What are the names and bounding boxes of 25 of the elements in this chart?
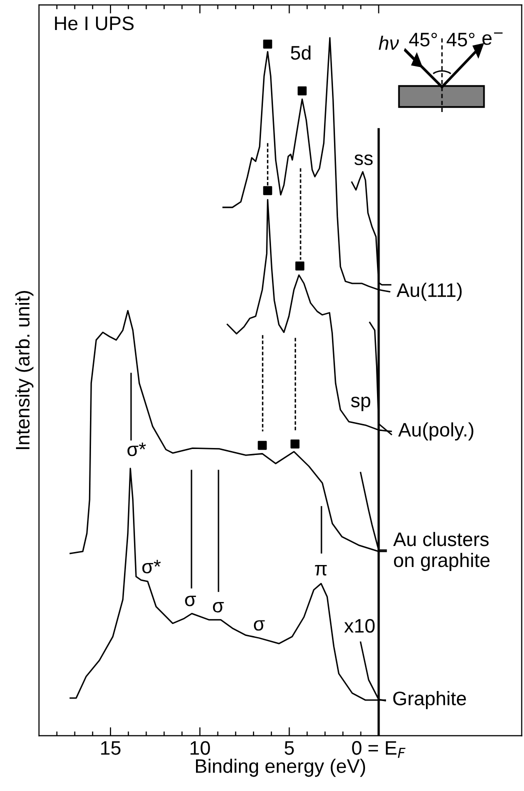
annotation: σ*	[142, 560, 161, 574]
series-label: Graphite	[393, 691, 466, 710]
annotation: σ	[254, 620, 265, 631]
x-tick-label: 0 = E$_{F}$	[352, 741, 406, 758]
series-label: Au(poly.)	[398, 422, 474, 440]
annotation: ss	[354, 154, 373, 166]
annotation: hν	[378, 36, 399, 50]
series-label: Au clusters on graphite	[393, 532, 490, 571]
annotation: x10	[344, 618, 375, 633]
annotation: 5d	[290, 45, 310, 60]
annotation: 45°	[409, 32, 437, 46]
chart-title: He I UPS	[55, 16, 134, 30]
x-axis-title: Binding energy (eV)	[196, 758, 366, 777]
y-axis-title: Intensity (arb. unit)	[15, 291, 34, 450]
annotation: e$^{−}$	[482, 32, 503, 45]
annotation: σ*	[127, 442, 146, 456]
annotation: 45°	[446, 32, 474, 46]
annotation: σ	[185, 596, 196, 606]
x-tick-label: 5	[284, 741, 294, 755]
annotation: π	[314, 565, 327, 576]
annotation: sp	[351, 396, 370, 412]
x-tick-label: 10	[190, 741, 210, 755]
x-tick-label: 15	[101, 741, 120, 755]
series-label: Au(111)	[396, 282, 462, 301]
annotation: σ	[212, 602, 224, 613]
